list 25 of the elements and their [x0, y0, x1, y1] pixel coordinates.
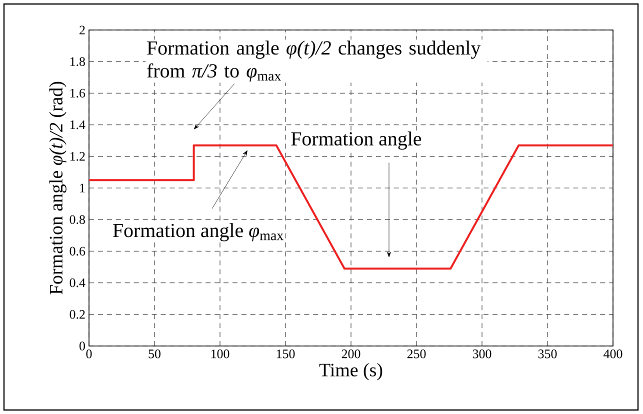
- y-tick-label: 1.6: [70, 88, 86, 98]
- y-tick-label: 1.8: [70, 57, 85, 66]
- x-axis-title: Time (s): [319, 363, 382, 380]
- x-tick-label: 200: [342, 350, 360, 358]
- x-tick-label: 400: [604, 350, 622, 358]
- y-tick-label: 2: [80, 26, 85, 34]
- y-axis-title: Formation angle φ(t)/2 (rad): [49, 82, 66, 294]
- y-tick-label: 1: [80, 184, 85, 192]
- y-tick-label: 0: [80, 342, 85, 350]
- x-tick-label: 250: [407, 350, 426, 358]
- x-tick-label: 150: [276, 350, 295, 358]
- x-tick-label: 350: [538, 350, 557, 358]
- x-tick-label: 300: [472, 350, 492, 358]
- annotation: Formation angle: [291, 132, 422, 150]
- x-tick-label: 50: [148, 350, 160, 358]
- text: Formation angle φ(t)/2 changes suddenly from π/3 to φ$_{max}$: [147, 40, 481, 82]
- x-tick-label: 100: [211, 350, 230, 358]
- annotation: Formation angle φ$_{max}$: [113, 223, 284, 242]
- y-tick-label: 0.2: [70, 310, 85, 319]
- y-tick-label: 0.4: [70, 278, 86, 288]
- y-tick-label: 0.6: [70, 246, 86, 256]
- y-tick-label: 1.4: [70, 120, 86, 130]
- x-tick-label: 0: [86, 350, 92, 358]
- y-tick-label: 0.8: [70, 215, 85, 224]
- y-tick-label: 1.2: [70, 152, 85, 161]
